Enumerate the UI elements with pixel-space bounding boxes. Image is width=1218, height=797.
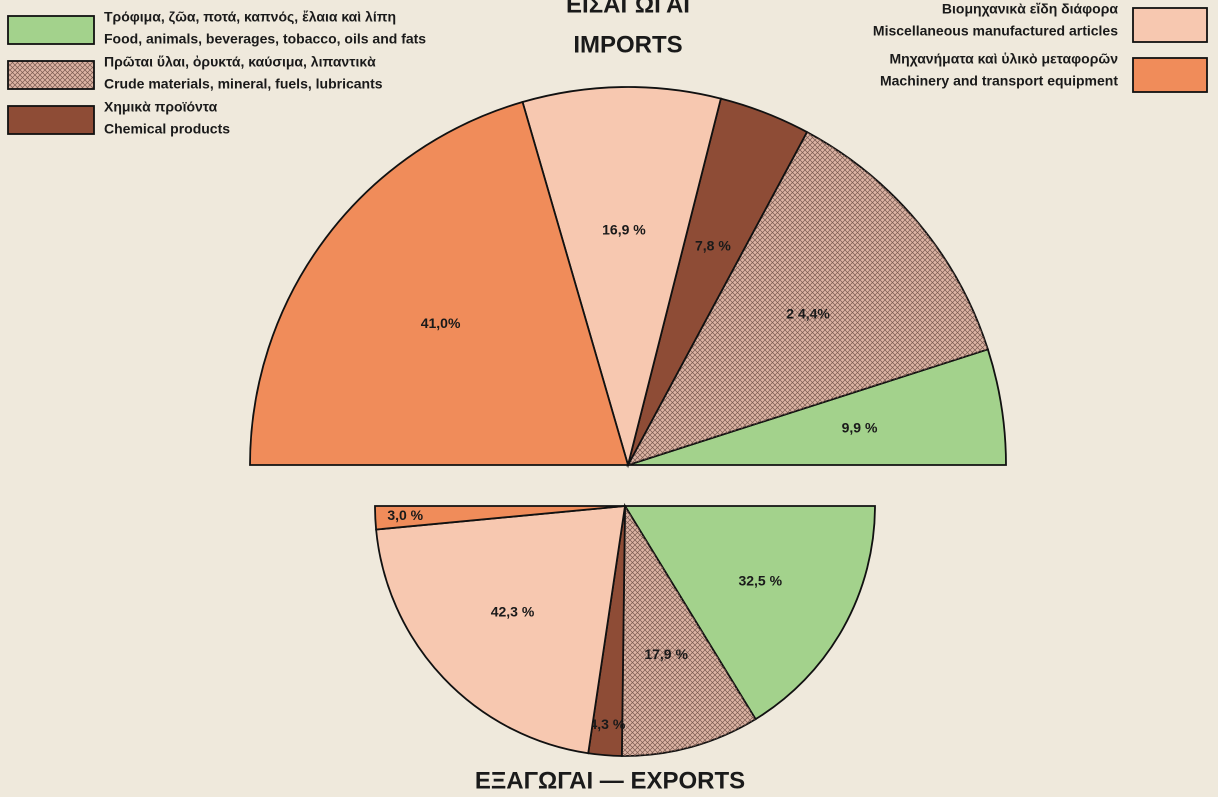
legend-swatch-outline: [1132, 57, 1208, 93]
value-label: 9,9 %: [842, 419, 878, 435]
value-label: 4,3 %: [589, 716, 625, 732]
legend-swatch-hatch: [8, 61, 94, 89]
imports-title: ΕΙΣΑΓΩΓΑΙ: [566, 0, 690, 18]
pie-slice: [623, 505, 876, 721]
value-label: 42,3 %: [491, 603, 535, 619]
pie-slice: [249, 100, 630, 466]
value-label: 7,8 %: [695, 237, 731, 253]
legend-swatch-outline: [7, 105, 95, 135]
value-label: 41,0%: [421, 315, 461, 331]
legend-swatch-outline: [1132, 7, 1208, 43]
pie-slice: [374, 505, 626, 531]
legend-label: Food, animals, beverages, tobacco, oils …: [104, 31, 426, 47]
value-label: 3,0 %: [387, 507, 423, 523]
legend-swatch: [1133, 58, 1207, 92]
imports-subtitle: IMPORTS: [573, 31, 682, 58]
legend-swatch-outline: [7, 60, 95, 90]
legend-label: Miscellaneous manufactured articles: [873, 23, 1118, 39]
legend-label: Βιομηχανικὰ εἴδη διάφορα: [942, 1, 1118, 17]
legend-swatch: [8, 16, 94, 44]
legend-label: Χημικὰ προϊόντα: [104, 99, 218, 115]
legend-label: Machinery and transport equipment: [880, 73, 1118, 89]
legend-label: Τρόφιμα, ζῶα, ποτά, καπνός, ἔλαια καὶ λί…: [104, 9, 396, 25]
pie-slice-hatch: [621, 506, 756, 757]
legend-swatch: [1133, 8, 1207, 42]
exports-title: ΕΞΑΓΩΓΑΙ — EXPORTS: [475, 767, 745, 794]
legend-swatch-outline: [7, 15, 95, 45]
legend-label: Μηχανήματα καὶ ὑλικὸ μεταφορῶν: [889, 51, 1118, 67]
value-label: 32,5 %: [738, 572, 782, 588]
pie-slice-hatch: [628, 132, 988, 465]
legend-label: Crude materials, mineral, fuels, lubrica…: [104, 76, 383, 92]
value-label: 16,9 %: [602, 221, 646, 237]
pie-slice: [375, 504, 627, 755]
value-label: 2 4,4%: [786, 306, 830, 322]
legend-label: Πρῶται ὕλαι, ὀρυκτά, καύσιμα, λιπαντικὰ: [104, 54, 376, 70]
pie-slice: [521, 86, 722, 469]
legend-swatch: [8, 106, 94, 134]
legend-label: Chemical products: [104, 121, 230, 137]
value-label: 17,9 %: [644, 646, 688, 662]
